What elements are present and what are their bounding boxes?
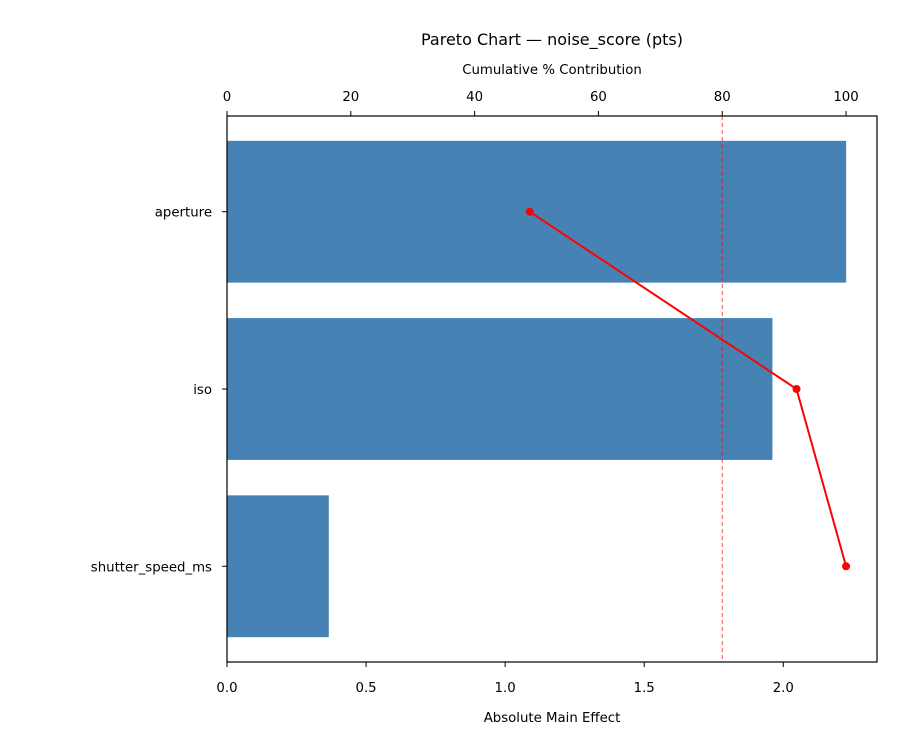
y-tick-label: shutter_speed_ms xyxy=(91,560,212,575)
cumulative-point xyxy=(792,385,801,393)
x-tick-label: 0.0 xyxy=(216,681,237,696)
x2-tick-label: 40 xyxy=(466,90,483,105)
x2-tick-label: 100 xyxy=(833,90,858,105)
x2-tick-label: 60 xyxy=(590,90,607,105)
plot-frame xyxy=(226,115,878,663)
y-tick-label: iso xyxy=(193,383,212,398)
top-axis-label: Cumulative % Contribution xyxy=(462,63,642,78)
bar-aperture xyxy=(227,140,847,283)
bottom-axis-label: Absolute Main Effect xyxy=(484,711,621,726)
x-tick-label: 0.5 xyxy=(355,681,376,696)
x2-tick-label: 0 xyxy=(223,90,231,105)
bar-shutter_speed_ms xyxy=(227,495,329,638)
x-tick-label: 2.0 xyxy=(773,681,794,696)
cumulative-point xyxy=(525,207,534,216)
x2-tick-label: 20 xyxy=(342,90,359,105)
x-tick-label: 1.0 xyxy=(495,681,516,696)
chart-title: Pareto Chart — noise_score (pts) xyxy=(421,30,683,50)
y-tick-label: aperture xyxy=(155,206,212,221)
cumulative-point xyxy=(842,562,851,571)
bar-iso xyxy=(227,318,773,460)
x2-tick-label: 80 xyxy=(714,90,731,105)
x-tick-label: 1.5 xyxy=(634,681,655,696)
